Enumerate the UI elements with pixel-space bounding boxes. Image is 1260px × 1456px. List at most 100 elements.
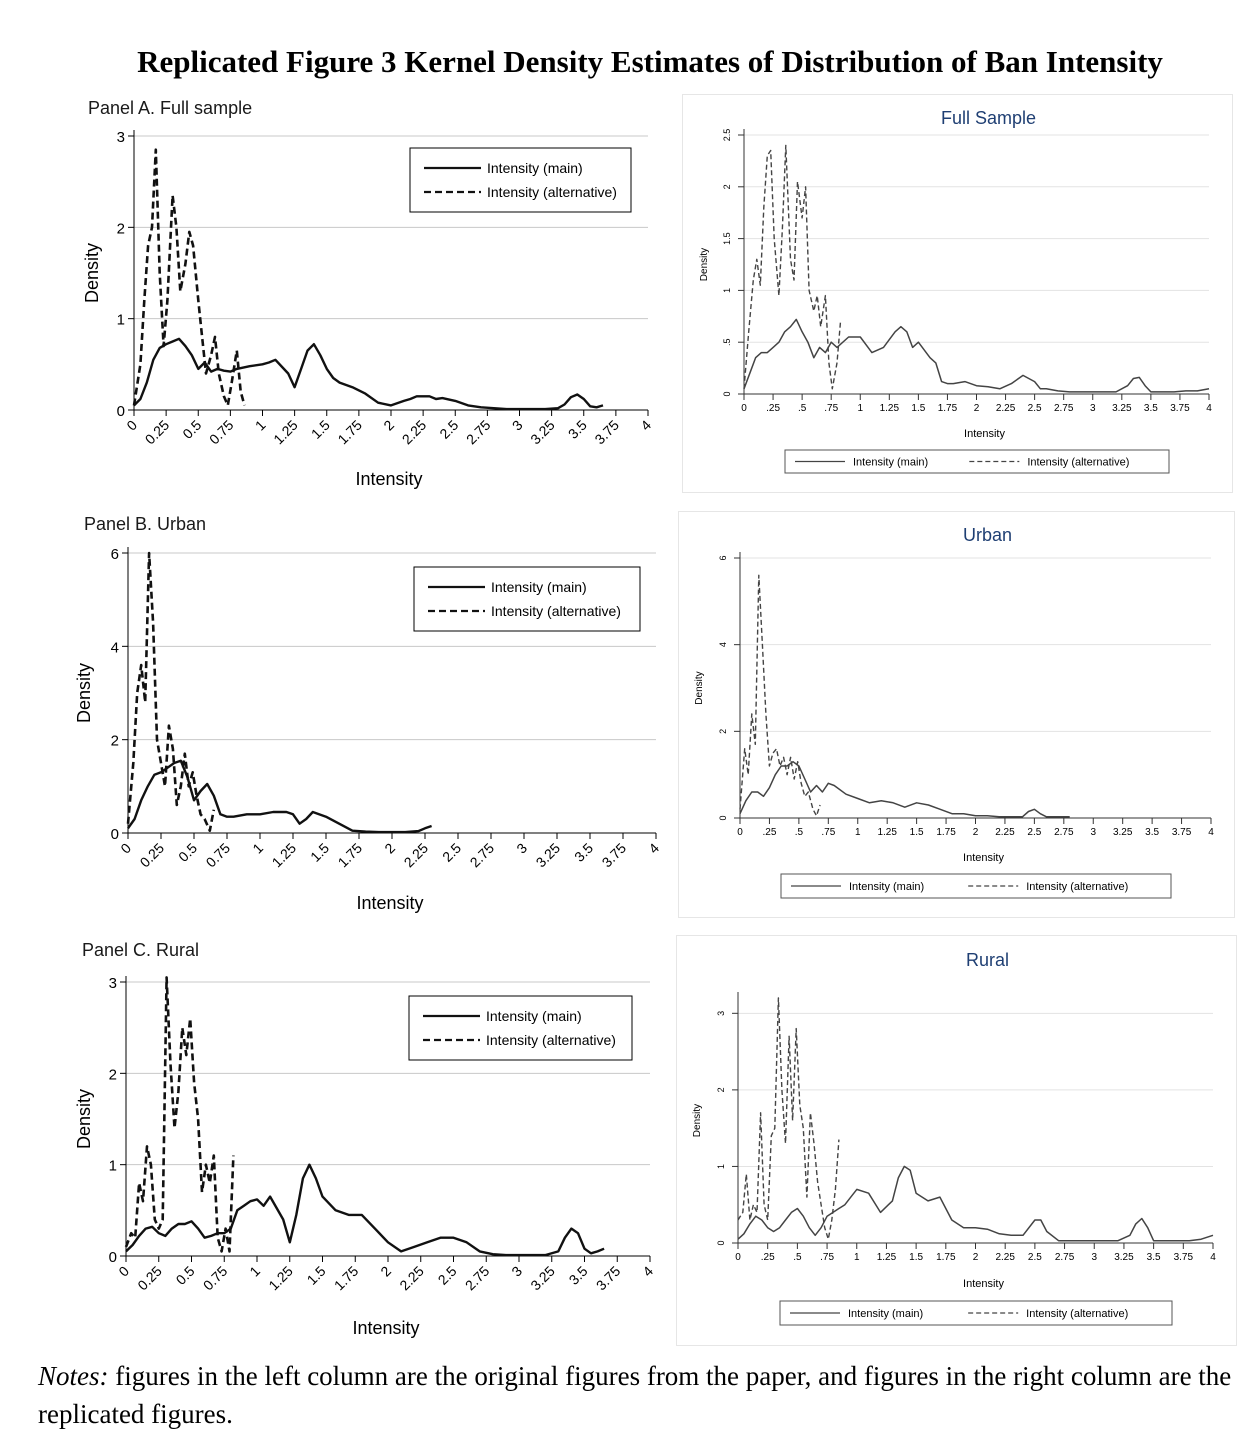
series-line-main: [125, 1163, 605, 1257]
x-tick-label: .25: [766, 403, 780, 414]
y-tick-label: 0: [111, 826, 119, 843]
panel-a-original: Panel A. Full sample 0 1 2 3 0 0.25 0.5 0.75 1 1.…: [0, 95, 660, 495]
x-tick-label: 3.25: [527, 417, 558, 448]
x-tick-label: 3.25: [1113, 827, 1133, 838]
legend-label: Intensity (main): [853, 457, 928, 469]
x-tick-label: 3.5: [1144, 403, 1158, 414]
y-tick-label: 2: [718, 729, 728, 734]
y-tick-label: 0: [117, 403, 125, 420]
x-tick-label: 2.5: [435, 1263, 460, 1288]
legend-box: [780, 873, 1172, 899]
y-tick-label: 2: [117, 220, 125, 237]
chart-title: Urban: [963, 525, 1012, 545]
y-axis-title: Density: [74, 1089, 94, 1149]
x-tick-label: 3.75: [1172, 827, 1192, 838]
y-tick-label: 2: [722, 184, 732, 189]
x-tick-label: .5: [795, 827, 804, 838]
y-tick-label: 2: [109, 1066, 117, 1083]
legend-label: Intensity (main): [849, 881, 924, 893]
y-tick-label: 1.5: [722, 232, 732, 245]
series-line-alternative: [132, 148, 246, 407]
legend-label: Intensity (main): [848, 1308, 923, 1320]
x-tick-label: .75: [821, 827, 835, 838]
x-tick-label: 2.25: [995, 827, 1015, 838]
x-tick-label: 4: [639, 1263, 656, 1280]
legend-label: Intensity (main): [491, 579, 587, 595]
series-line-alternative: [124, 976, 235, 1253]
x-tick-label: 1.25: [269, 840, 300, 871]
y-tick-label: 3: [109, 975, 117, 992]
legend-label: Intensity (alternative): [487, 184, 617, 200]
x-tick-label: 1.5: [910, 827, 924, 838]
series-line-main: [739, 760, 1070, 818]
panel-b-replicated-chart: Urban 0 2 4 6 0 .25 .5 .75 1 1.25 1.5 1.75 2 2.25 2.5 2.…: [694, 525, 1214, 899]
x-tick-label: 1: [857, 403, 863, 414]
x-tick-label: 2.25: [996, 403, 1016, 414]
x-tick-label: 3.25: [1112, 403, 1132, 414]
x-tick-label: 2.75: [1054, 403, 1074, 414]
y-tick-label: 4: [111, 639, 119, 656]
x-tick-label: 3.5: [1145, 827, 1159, 838]
x-tick-label: 2.5: [1028, 403, 1042, 414]
y-tick-label: .5: [722, 338, 732, 346]
x-axis-title: Intensity: [355, 469, 422, 489]
x-tick-label: 3.75: [593, 1263, 624, 1294]
legend-label: Intensity (main): [486, 1008, 582, 1024]
panel-b-original-title: Panel B. Urban: [84, 514, 207, 534]
series-line-alternative: [743, 144, 842, 390]
x-tick-label: .75: [824, 403, 838, 414]
panel-c-replicated-chart: Rural 0 1 2 3 0 .25 .5 .75 1 1.25 1.5 1.75 2 2.25 2.5 2.…: [692, 950, 1216, 1326]
legend-box: [409, 147, 632, 213]
x-tick-label: 1: [252, 417, 269, 434]
legend-label: Intensity (alternative): [486, 1032, 616, 1048]
x-tick-label: 1.5: [909, 1252, 923, 1263]
figure-title: Replicated Figure 3 Kernel Density Estim…: [137, 44, 1163, 79]
x-tick-label: 1.75: [938, 403, 958, 414]
x-tick-label: 2.5: [436, 417, 461, 442]
x-tick-label: 2.75: [463, 417, 494, 448]
x-tick-label: 1.5: [308, 417, 333, 442]
x-tick-label: 0.5: [175, 840, 200, 865]
panel-c-replicated: Rural 0 1 2 3 0 .25 .5 .75 1 1.25 1.5 1.75 2 2.25 2.5 2.…: [676, 935, 1236, 1345]
x-tick-label: 4: [645, 840, 662, 857]
legend-box: [779, 1300, 1173, 1326]
x-tick-label: 0: [735, 1252, 741, 1263]
x-tick-label: 0.75: [206, 417, 237, 448]
x-tick-label: 1.25: [880, 403, 900, 414]
panel-b-replicated-frame: [678, 511, 1235, 918]
x-tick-label: 3: [1090, 827, 1096, 838]
x-tick-label: 2.25: [396, 1263, 427, 1294]
x-tick-label: .25: [761, 1252, 775, 1263]
x-tick-label: 2.5: [1027, 827, 1041, 838]
y-tick-label: 0: [722, 391, 732, 396]
x-tick-label: 1.75: [936, 827, 956, 838]
x-tick-label: 3.75: [591, 417, 622, 448]
x-tick-label: 0.75: [203, 840, 234, 871]
x-tick-label: 2.75: [1055, 1252, 1075, 1263]
legend-box: [784, 449, 1170, 474]
x-tick-label: 2.75: [462, 1263, 493, 1294]
legend-box: [413, 566, 641, 632]
x-tick-label: 2: [974, 403, 980, 414]
x-axis-title: Intensity: [963, 1278, 1004, 1290]
y-tick-label: 1: [722, 288, 732, 293]
figure-notes: Notes: figures in the left column are th…: [38, 1357, 1238, 1433]
x-tick-label: 3.75: [1170, 403, 1190, 414]
series-line-main: [737, 1165, 1214, 1242]
y-axis-title: Density: [74, 663, 94, 723]
x-axis-title: Intensity: [964, 428, 1005, 440]
panel-c-original: Panel C. Rural 0 1 2 3 0 0.25 0.5 0.75 1 1.25 1.5 1…: [0, 938, 660, 1348]
y-tick-label: 0: [716, 1240, 726, 1245]
y-tick-label: 1: [117, 312, 125, 329]
x-tick-label: 0.5: [173, 1263, 198, 1288]
series-line-main: [133, 337, 604, 411]
x-tick-label: 1.25: [270, 417, 301, 448]
x-tick-label: 2: [380, 417, 397, 434]
chart-title: Rural: [966, 950, 1009, 970]
y-tick-label: 1: [109, 1158, 117, 1175]
x-tick-label: 3: [513, 840, 530, 857]
panel-b-replicated: Urban 0 2 4 6 0 .25 .5 .75 1 1.25 1.5 1.75 2 2.25 2.5 2.…: [678, 511, 1234, 917]
y-axis-title: Density: [694, 671, 705, 704]
x-tick-label: 0.25: [137, 840, 168, 871]
